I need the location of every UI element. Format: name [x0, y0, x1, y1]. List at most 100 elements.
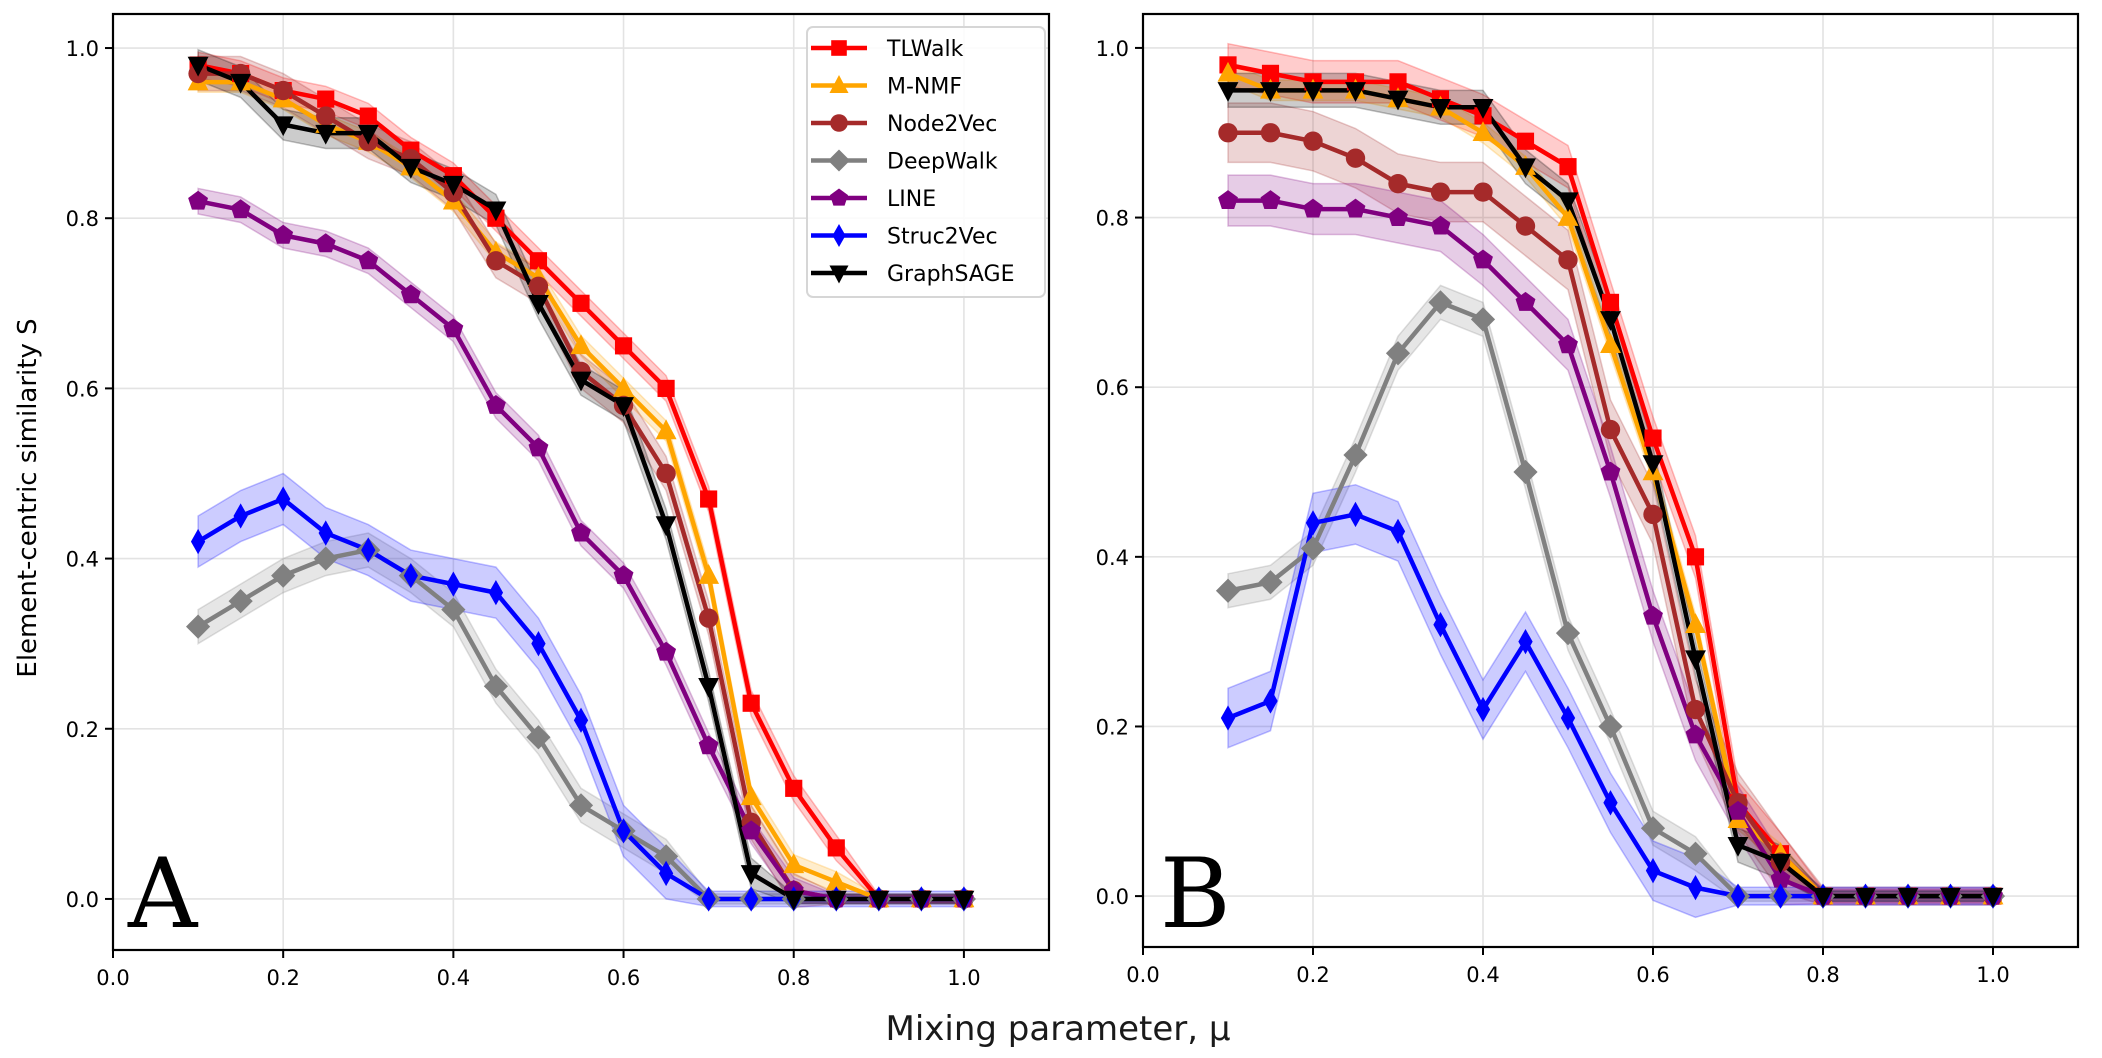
point-graphsage	[1472, 99, 1494, 119]
x-tick-label: 1.0	[947, 966, 980, 990]
point-line	[656, 641, 677, 661]
point-line	[273, 224, 294, 244]
y-tick-label: 0.6	[66, 377, 99, 401]
legend-label: TLWalk	[886, 37, 964, 62]
point-line	[1558, 334, 1578, 354]
point-node2vec	[1473, 182, 1493, 202]
point-struc2vec	[233, 503, 248, 529]
point-line	[741, 820, 762, 840]
point-tlwalk	[1389, 73, 1407, 91]
point-line	[1515, 291, 1536, 311]
point-deepwalk	[653, 844, 679, 869]
point-graphsage	[570, 371, 592, 392]
x-tick-label: 0.4	[437, 966, 470, 990]
point-graphsage	[485, 201, 507, 222]
point-graphsage	[910, 890, 932, 911]
point-node2vec	[1260, 123, 1281, 143]
point-graphsage	[1727, 836, 1749, 857]
point-m-nmf	[1472, 121, 1494, 141]
y-axis-label: Element-centric similarity S	[13, 318, 43, 677]
band-struc2vec	[1227, 483, 1994, 919]
point-struc2vec	[1390, 518, 1406, 545]
point-deepwalk	[1640, 816, 1666, 841]
point-struc2vec	[573, 707, 589, 733]
panel-letter-b: B	[1160, 838, 1231, 950]
point-graphsage	[1855, 887, 1876, 908]
y-tick-label: 0.0	[66, 888, 99, 912]
point-line	[528, 437, 549, 457]
legend-entry-graphsage: GraphSAGE	[811, 262, 1014, 287]
point-deepwalk	[1215, 578, 1241, 603]
point-line	[1260, 190, 1281, 210]
x-tick-label: 0.2	[1296, 963, 1329, 987]
point-struc2vec	[1688, 874, 1703, 901]
point-struc2vec	[1433, 612, 1448, 638]
point-line	[1600, 461, 1621, 481]
point-struc2vec	[446, 571, 461, 597]
legend-marker-tlwalk	[831, 40, 847, 56]
y-tick-label: 0.8	[1096, 207, 1129, 231]
legend-marker-struc2vec	[832, 224, 846, 247]
y-tick-label: 1.0	[66, 37, 99, 61]
legend: TLWalk M-NMF Node2Vec DeepWalk LINE Struc2Vec…	[806, 26, 1046, 298]
point-node2vec	[656, 463, 676, 484]
point-tlwalk	[614, 337, 633, 355]
point-struc2vec	[701, 886, 716, 912]
legend-marker-node2vec	[830, 114, 848, 132]
point-tlwalk	[317, 90, 335, 108]
point-struc2vec	[1518, 629, 1533, 655]
ticks-a: 0.0 0.2 0.4 0.6 0.8 1.0 0.0 0.2 0.4 0.6 0.8 1.0	[66, 37, 981, 990]
point-tlwalk	[1601, 293, 1620, 311]
y-tick-label: 0.2	[1096, 715, 1129, 739]
legend-entry-tlwalk: TLWalk	[811, 37, 964, 62]
point-graphsage	[272, 116, 294, 137]
point-deepwalk	[1470, 307, 1496, 332]
point-graphsage	[1557, 192, 1579, 213]
legend-label: M-NMF	[887, 75, 962, 100]
point-deepwalk	[313, 546, 338, 571]
point-struc2vec	[488, 579, 504, 606]
y-tick-label: 0.4	[1096, 546, 1129, 570]
point-m-nmf	[655, 419, 677, 440]
point-graphsage	[825, 890, 847, 911]
point-node2vec	[1430, 182, 1451, 202]
point-deepwalk	[185, 614, 211, 639]
point-struc2vec	[1560, 705, 1576, 731]
axes-frame-a	[111, 12, 1051, 952]
legend-entry-line: LINE	[811, 187, 936, 212]
legend-marker-m-nmf	[829, 75, 849, 93]
legend-entry-m-nmf: M-NMF	[811, 75, 962, 100]
point-graphsage	[953, 890, 975, 911]
point-tlwalk	[1644, 429, 1662, 447]
point-deepwalk	[228, 589, 253, 614]
point-tlwalk	[1559, 158, 1577, 176]
point-struc2vec	[616, 818, 631, 844]
legend-label: DeepWalk	[887, 150, 998, 175]
point-graphsage	[1812, 887, 1834, 908]
point-graphsage	[1260, 82, 1281, 102]
point-node2vec	[1600, 419, 1621, 440]
point-struc2vec	[318, 520, 333, 546]
point-graphsage	[1600, 311, 1621, 331]
point-deepwalk	[526, 725, 551, 750]
point-tlwalk	[700, 490, 718, 508]
point-line	[230, 199, 251, 219]
legend-entry-deepwalk: DeepWalk	[811, 149, 998, 175]
point-line	[698, 735, 719, 755]
point-line	[358, 250, 379, 270]
point-deepwalk	[1598, 714, 1623, 739]
point-struc2vec	[1645, 858, 1661, 884]
point-node2vec	[1345, 148, 1366, 168]
point-graphsage	[1770, 853, 1791, 874]
y-tick-label: 0.4	[66, 548, 99, 572]
point-node2vec	[1558, 250, 1578, 270]
point-m-nmf	[1217, 61, 1239, 82]
y-tick-label: 1.0	[1096, 37, 1129, 61]
point-struc2vec	[1730, 883, 1746, 909]
point-struc2vec	[1603, 790, 1618, 816]
point-graphsage	[1387, 90, 1409, 111]
point-node2vec	[1303, 131, 1323, 151]
point-deepwalk	[441, 597, 466, 622]
y-tick-label: 0.2	[66, 718, 99, 742]
point-struc2vec	[744, 886, 759, 912]
